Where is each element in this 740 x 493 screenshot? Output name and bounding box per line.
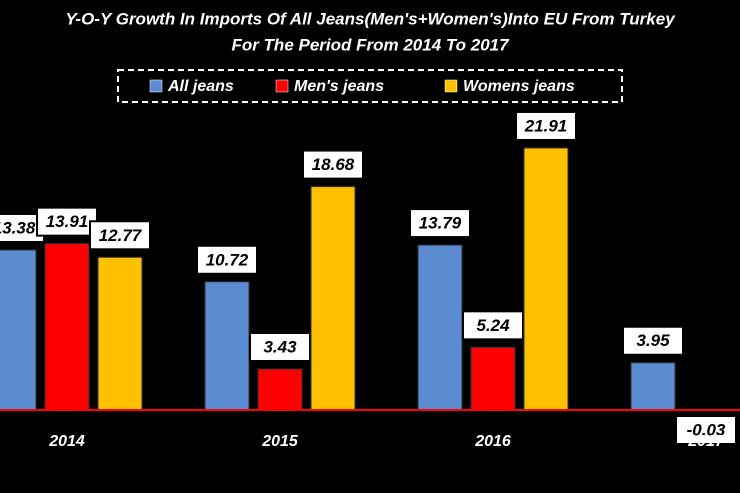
- chart-subtitle: For The Period From 2014 To 2017: [231, 35, 510, 54]
- bar: [417, 244, 463, 411]
- legend-swatch: [275, 79, 289, 93]
- chart-title: Y-O-Y Growth In Imports Of All Jeans(Men…: [65, 9, 676, 28]
- value-label: 5.24: [476, 316, 510, 335]
- legend-label: Men's jeans: [294, 78, 384, 95]
- legend-swatch: [149, 79, 163, 93]
- value-label-box: [196, 244, 258, 275]
- x-tick-label: 2016: [474, 433, 511, 450]
- value-label-box: [36, 206, 98, 237]
- bar: [204, 281, 250, 411]
- value-label: 13.79: [419, 214, 462, 233]
- value-label-box: [675, 415, 737, 445]
- value-label: 3.95: [636, 331, 670, 350]
- value-label-box: [302, 149, 364, 180]
- value-label: 13.38: [0, 218, 36, 237]
- bar: [630, 362, 676, 411]
- value-label: 3.43: [263, 337, 297, 356]
- bar: [470, 346, 516, 411]
- bar: [0, 249, 37, 411]
- value-label: 21.91: [524, 116, 568, 135]
- value-label-box: [249, 331, 311, 362]
- x-tick-label: 2015: [261, 433, 299, 450]
- value-label-box: [89, 220, 151, 251]
- bar: [97, 256, 143, 411]
- x-tick-label: 2017: [687, 433, 725, 450]
- value-label: 10.72: [206, 250, 249, 269]
- bar: [44, 243, 90, 411]
- value-label: 18.68: [312, 155, 355, 174]
- value-label-box: [409, 208, 471, 239]
- value-label: 12.77: [99, 226, 143, 245]
- x-tick-label: 2014: [48, 433, 85, 450]
- legend-box: [117, 69, 623, 103]
- value-label-box: [462, 310, 524, 341]
- legend-label: Womens jeans: [463, 78, 575, 95]
- legend-label: All jeans: [167, 78, 234, 95]
- legend-swatch: [444, 79, 458, 93]
- bar: [257, 368, 303, 411]
- value-label: -0.03: [687, 420, 726, 439]
- value-label-box: [515, 110, 577, 141]
- bar: [310, 186, 356, 411]
- value-label: 13.91: [46, 212, 89, 231]
- value-label-box: [622, 325, 684, 356]
- bar: [523, 147, 569, 411]
